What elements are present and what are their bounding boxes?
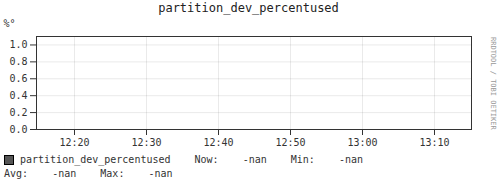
svg-text:12:20: 12:20 <box>59 137 89 148</box>
svg-text:12:40: 12:40 <box>203 137 233 148</box>
html-text:Avg: -nan Max: -nan: Avg: -nan Max: -nan <box>4 168 173 179</box>
html-text:partition_dev_percentused: partition_dev_percentused <box>20 154 171 165</box>
html-text:RRDTOOL / TOBI OETIKER: RRDTOOL / TOBI OETIKER <box>489 37 497 130</box>
svg-text:12:30: 12:30 <box>131 137 161 148</box>
svg-text:13:00: 13:00 <box>347 137 377 148</box>
svg-text:1.0: 1.0 <box>9 39 27 50</box>
html-text:Now: -nan: Now: -nan <box>194 154 267 165</box>
svg-text:0.4: 0.4 <box>9 90 27 101</box>
svg-text:0.6: 0.6 <box>9 73 27 84</box>
svg-text:12:50: 12:50 <box>275 137 305 148</box>
html-text:partition_dev_percentused: partition_dev_percentused <box>158 1 339 15</box>
svg-text:%°: %° <box>4 18 16 29</box>
svg-text:0.2: 0.2 <box>9 107 27 118</box>
svg-text:0.0: 0.0 <box>9 124 27 135</box>
html-text:Min: -nan: Min: -nan <box>290 154 363 165</box>
svg-text:13:10: 13:10 <box>419 137 449 148</box>
svg-text:0.8: 0.8 <box>9 56 27 67</box>
